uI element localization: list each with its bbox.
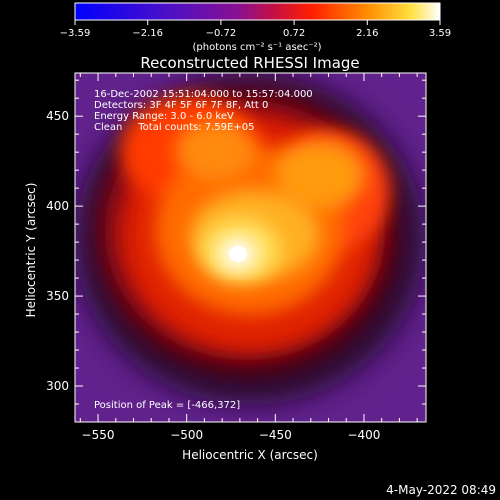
colorbar-tick-label: 2.16 [356,28,378,39]
footer-timestamp: 4-May-2022 08:49 [386,483,496,497]
annotation-time: 16-Dec-2002 15:51:04.000 to 15:57:04.000 [94,89,313,100]
colorbar-ticks: −3.59 −2.16 −0.72 0.72 2.16 3.59 [60,20,451,39]
y-tick-label: 350 [46,289,69,303]
annotation-energy: Energy Range: 3.0 - 6.0 keV [94,111,234,122]
y-tick-label: 400 [46,199,69,213]
plot-frame [74,72,427,423]
y-tick-label: 450 [46,109,69,123]
annotation-clean: Clean Total counts: 7.59E+05 [94,122,254,133]
colorbar-unit-label: (photons cm⁻² s⁻¹ asec⁻²) [192,42,321,53]
heatmap-image [75,73,426,422]
axis-ticks: −550 −500 −450 −400 300 350 400 450 [46,73,426,442]
colorbar-tick-label: −0.72 [206,28,237,39]
x-tick-label: −400 [347,428,380,442]
x-tick-label: −450 [259,428,292,442]
x-tick-label: −550 [82,428,115,442]
colorbar-tick-label: −3.59 [60,28,91,39]
colorbar-tick-label: 3.59 [429,28,451,39]
chart-title: Reconstructed RHESSI Image [140,54,359,72]
x-axis-label: Heliocentric X (arcsec) [182,448,318,462]
peak-position-label: Position of Peak = [-466,372] [94,400,240,411]
colorbar [74,2,441,21]
y-tick-label: 300 [46,379,69,393]
annotation-detectors: Detectors: 3F 4F 5F 6F 7F 8F, Att 0 [94,100,268,111]
y-axis-label: Heliocentric Y (arcsec) [24,183,38,318]
x-tick-label: −500 [170,428,203,442]
colorbar-tick-label: 0.72 [283,28,305,39]
colorbar-tick-label: −2.16 [132,28,163,39]
